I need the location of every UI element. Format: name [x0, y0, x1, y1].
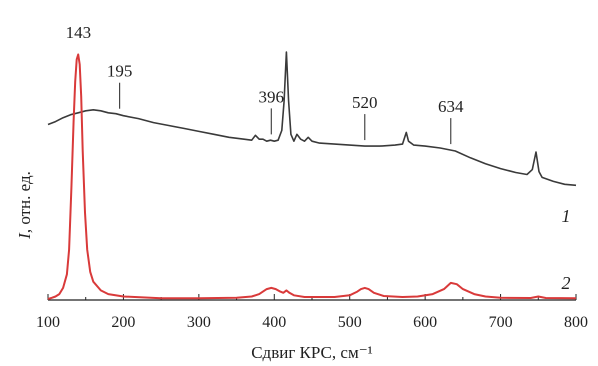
x-tick-label: 300 — [187, 314, 211, 331]
x-tick-label: 100 — [36, 314, 60, 331]
series-line-2 — [47, 53, 577, 300]
x-tick-label: 400 — [262, 314, 286, 331]
curves — [47, 51, 577, 300]
peak-label-143: 143 — [66, 23, 92, 42]
peak-label-195: 195 — [107, 62, 133, 81]
curve-label-1: 1 — [562, 206, 571, 226]
x-tick-label: 800 — [564, 314, 588, 331]
y-axis-label: I, отн. ед. — [15, 171, 34, 240]
peak-label-520: 520 — [352, 93, 378, 112]
labels: 1 195 396 520 634 2 143 — [66, 23, 571, 293]
x-axis-label: Сдвиг КРС, см⁻¹ — [251, 343, 373, 362]
x-tick-label: 600 — [413, 314, 437, 331]
curve-label-2: 2 — [562, 273, 571, 293]
x-tick-label: 200 — [111, 314, 135, 331]
y-axis-label-symbol: I — [15, 232, 34, 240]
peak-label-634: 634 — [438, 97, 464, 116]
series-line-1 — [47, 51, 577, 187]
x-tick-label: 500 — [338, 314, 362, 331]
y-axis-label-unit: , отн. ед. — [15, 171, 34, 233]
axes: 100 200 300 400 500 600 700 800 — [36, 294, 588, 331]
peak-label-396: 396 — [259, 87, 285, 106]
x-tick-label: 700 — [489, 314, 513, 331]
